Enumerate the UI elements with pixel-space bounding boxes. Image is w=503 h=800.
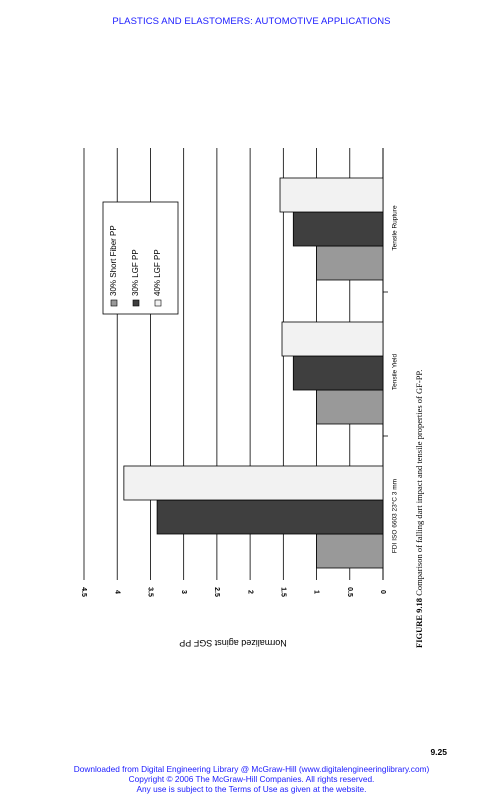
y-tick-label: 2.5 bbox=[213, 587, 220, 597]
y-tick-label: 1.5 bbox=[279, 587, 286, 597]
legend-label: 30% LGF PP bbox=[131, 249, 140, 296]
figure-label: FIGURE 9.18 bbox=[414, 596, 424, 648]
bar bbox=[279, 177, 384, 213]
y-tick-label: 4 bbox=[113, 590, 120, 594]
y-tick-label: 4.5 bbox=[80, 587, 87, 597]
y-tick-label: 3 bbox=[180, 590, 187, 594]
legend-box bbox=[102, 201, 179, 315]
y-tick-label: 2 bbox=[246, 590, 253, 594]
footer-download-line[interactable]: Downloaded from Digital Engineering Libr… bbox=[73, 764, 430, 774]
legend-swatch bbox=[154, 299, 162, 307]
y-tick-label: 0.5 bbox=[346, 587, 353, 597]
bar bbox=[123, 465, 384, 501]
legend-label: 40% LGF PP bbox=[153, 249, 162, 296]
footer: Downloaded from Digital Engineering Libr… bbox=[0, 764, 503, 794]
plot-area: 0 0.5 1 1.5 2 2.5 3 3.5 4 4.5 Normalized aginst SG… bbox=[80, 148, 424, 648]
y-tick-label: 1 bbox=[313, 590, 320, 594]
y-tick-label: 0 bbox=[379, 590, 386, 594]
bar bbox=[316, 389, 384, 425]
figure-caption: FIGURE 9.18 Comparison of falling dart i… bbox=[414, 370, 424, 648]
category-label: FDI ISO 6603 23°C 3 mm bbox=[391, 479, 399, 553]
footer-copyright-line: Copyright © 2006 The McGraw-Hill Compani… bbox=[128, 774, 375, 784]
legend-label: 30% Short Fiber PP bbox=[109, 225, 118, 296]
bar bbox=[281, 321, 384, 357]
running-header: PLASTICS AND ELASTOMERS: AUTOMOTIVE APPL… bbox=[112, 16, 391, 27]
bar bbox=[316, 245, 384, 281]
page-number: 9.25 bbox=[430, 747, 447, 757]
bar bbox=[316, 533, 384, 569]
legend-swatch bbox=[110, 299, 118, 307]
figure-caption-text: Comparison of falling dart impact and te… bbox=[414, 370, 424, 596]
category-label: Tensile Rupture bbox=[392, 205, 399, 251]
bar bbox=[292, 355, 384, 391]
category-label: Tensile Yield bbox=[392, 354, 399, 391]
bar bbox=[156, 499, 384, 535]
bar bbox=[292, 211, 384, 247]
y-axis-title: Normalized aginst SGF PP bbox=[179, 638, 287, 648]
y-tick-label: 3.5 bbox=[147, 587, 154, 597]
legend-swatch bbox=[132, 299, 140, 307]
footer-terms-line[interactable]: Any use is subject to the Terms of Use a… bbox=[136, 784, 367, 794]
